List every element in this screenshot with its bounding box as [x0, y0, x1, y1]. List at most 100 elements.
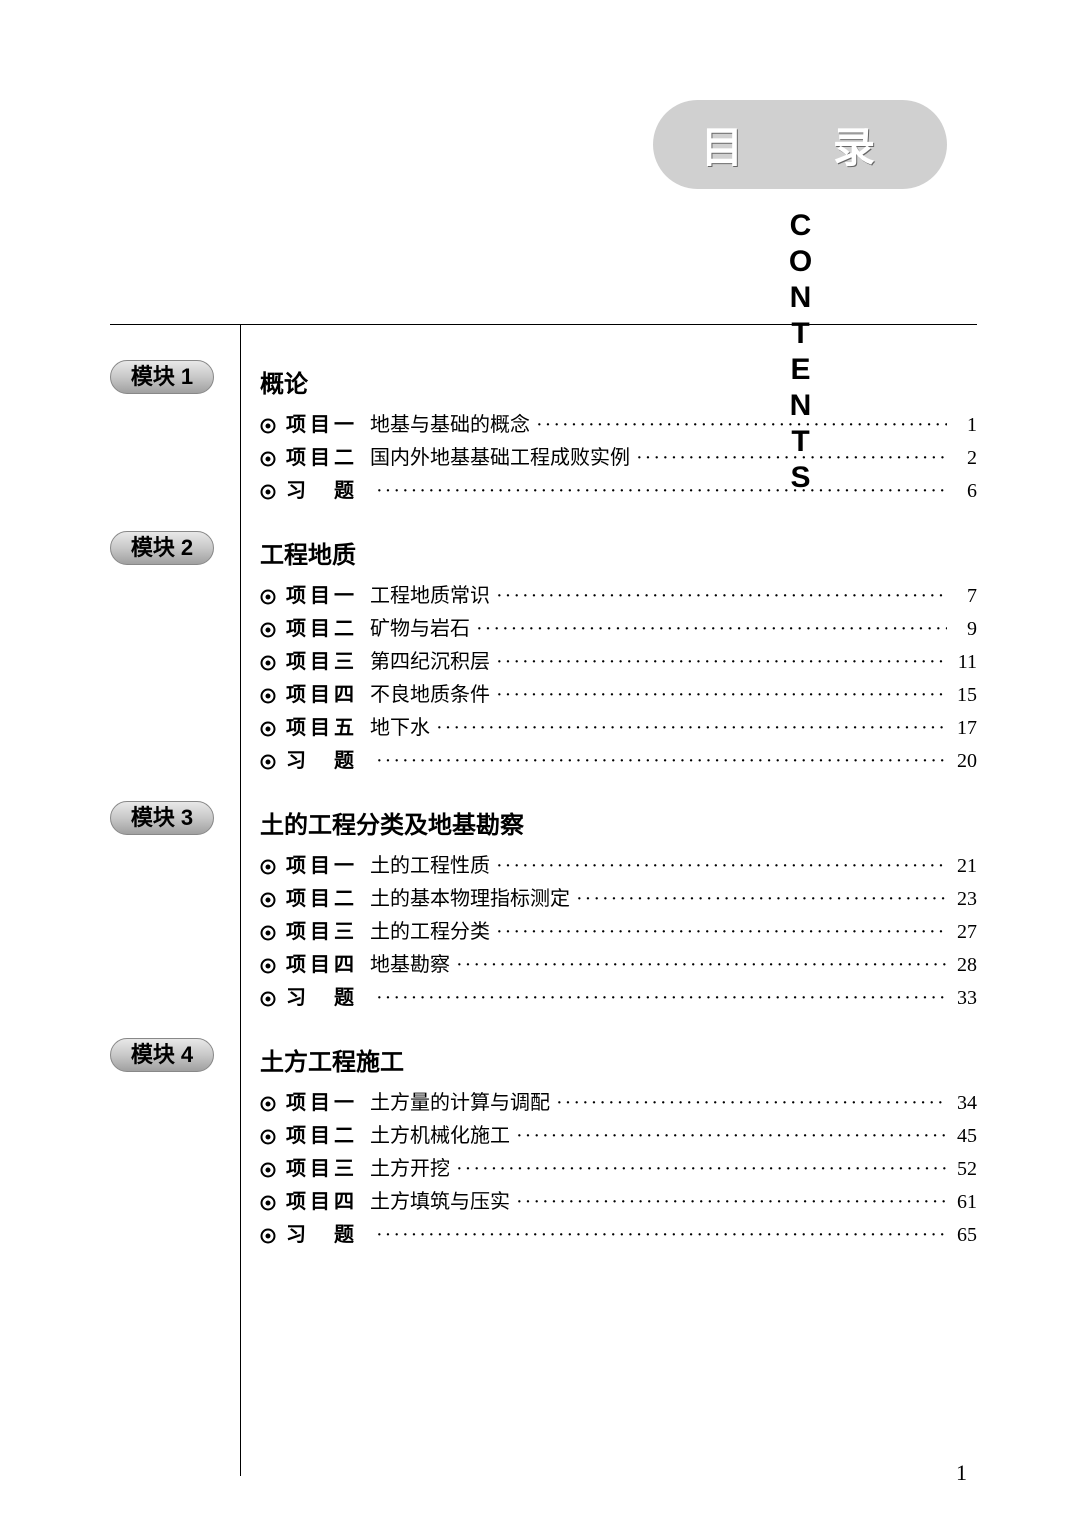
title-badge: 目 录: [653, 100, 947, 189]
entry-title: 土的基本物理指标测定: [370, 882, 570, 911]
toc-entry: 习 题 ·····································…: [260, 1218, 977, 1248]
entry-label: 项目三: [286, 915, 358, 944]
bullet-icon: [260, 925, 276, 941]
entry-page-number: 6: [947, 480, 977, 503]
entry-label: 项目四: [286, 678, 358, 707]
entry-page-number: 15: [947, 684, 977, 707]
module-badge: 模块 4: [110, 1038, 214, 1072]
bullet-icon: [260, 1162, 276, 1178]
toc-entry: 习 题 ·····································…: [260, 744, 977, 774]
section-title: 土的工程分类及地基勘察: [260, 805, 524, 840]
bullet-icon: [260, 991, 276, 1007]
toc-entry: 项目二矿物与岩石································…: [260, 612, 977, 642]
entry-title: 工程地质常识: [370, 579, 490, 608]
entry-page-number: 52: [947, 1158, 977, 1181]
entry-title: 不良地质条件: [370, 678, 490, 707]
bullet-icon: [260, 451, 276, 467]
leader-dots: ········································…: [630, 447, 947, 470]
entry-page-number: 23: [947, 888, 977, 911]
leader-dots: ········································…: [450, 1158, 947, 1181]
toc-entry: 习 题 ·····································…: [260, 474, 977, 504]
entry-title: 矿物与岩石: [370, 612, 470, 641]
entry-page-number: 21: [947, 855, 977, 878]
entry-label: 项目四: [286, 1185, 358, 1214]
entry-label: 项目一: [286, 849, 358, 878]
entry-page-number: 28: [947, 954, 977, 977]
entry-title: 地基与基础的概念: [370, 408, 530, 437]
bullet-icon: [260, 754, 276, 770]
leader-dots: ········································…: [550, 1092, 947, 1115]
leader-dots: ········································…: [510, 1191, 947, 1214]
entry-label: 项目三: [286, 645, 358, 674]
module-badge-column: 模块 1 模块 2 模块 3 模块 4: [110, 324, 230, 1436]
entry-title: 土的工程分类: [370, 915, 490, 944]
entry-label: 项目三: [286, 1152, 358, 1181]
bullet-icon: [260, 1228, 276, 1244]
title-chinese: 目 录: [701, 124, 899, 171]
leader-dots: ········································…: [370, 480, 947, 503]
entry-label: 项目一: [286, 408, 358, 437]
bullet-icon: [260, 721, 276, 737]
entry-label: 项目一: [286, 1086, 358, 1115]
entry-page-number: 11: [947, 651, 977, 674]
entry-title: 土的工程性质: [370, 849, 490, 878]
entry-title: 土方量的计算与调配: [370, 1086, 550, 1115]
entry-title: 土方机械化施工: [370, 1119, 510, 1148]
bullet-icon: [260, 1195, 276, 1211]
toc-entry: 项目二土方机械化施工······························…: [260, 1119, 977, 1149]
entry-label: 习 题: [286, 474, 358, 503]
toc-entry: 项目一土的工程性质·······························…: [260, 849, 977, 879]
bullet-icon: [260, 688, 276, 704]
entry-page-number: 2: [947, 447, 977, 470]
leader-dots: ········································…: [490, 684, 947, 707]
toc-entry: 项目一工程地质常识·······························…: [260, 579, 977, 609]
section-title: 工程地质: [260, 535, 356, 570]
entry-page-number: 34: [947, 1092, 977, 1115]
bullet-icon: [260, 1129, 276, 1145]
leader-dots: ········································…: [570, 888, 947, 911]
bullet-icon: [260, 859, 276, 875]
toc-entry: 项目四土方填筑与压实······························…: [260, 1185, 977, 1215]
section-title: 土方工程施工: [260, 1042, 404, 1077]
toc-entry: 项目三土方开挖·································…: [260, 1152, 977, 1182]
leader-dots: ········································…: [490, 651, 947, 674]
entry-title: 国内外地基基础工程成败实例: [370, 441, 630, 470]
entry-label: 项目一: [286, 579, 358, 608]
module-badge: 模块 1: [110, 360, 214, 394]
bullet-icon: [260, 1096, 276, 1112]
entry-page-number: 9: [947, 618, 977, 641]
module-badge: 模块 3: [110, 801, 214, 835]
leader-dots: ········································…: [370, 1224, 947, 1247]
module-badge: 模块 2: [110, 531, 214, 565]
leader-dots: ········································…: [490, 855, 947, 878]
leader-dots: ········································…: [370, 750, 947, 773]
entry-title: 地下水: [370, 711, 430, 740]
entry-label: 项目二: [286, 1119, 358, 1148]
entry-label: 习 题: [286, 744, 358, 773]
leader-dots: ········································…: [530, 414, 947, 437]
toc-entry: 项目一土方量的计算与调配····························…: [260, 1086, 977, 1116]
entry-title: 土方填筑与压实: [370, 1185, 510, 1214]
leader-dots: ········································…: [490, 921, 947, 944]
leader-dots: ········································…: [490, 585, 947, 608]
leader-dots: ········································…: [470, 618, 947, 641]
leader-dots: ········································…: [370, 987, 947, 1010]
entry-label: 习 题: [286, 1218, 358, 1247]
bullet-icon: [260, 958, 276, 974]
entry-label: 项目五: [286, 711, 358, 740]
toc-entry: 项目四不良地质条件·······························…: [260, 678, 977, 708]
entry-page-number: 33: [947, 987, 977, 1010]
bullet-icon: [260, 655, 276, 671]
entry-label: 项目四: [286, 948, 358, 977]
bullet-icon: [260, 892, 276, 908]
entry-page-number: 17: [947, 717, 977, 740]
entry-title: 土方开挖: [370, 1152, 450, 1181]
footer-page-number: 1: [956, 1460, 967, 1486]
entry-page-number: 7: [947, 585, 977, 608]
entry-title: 第四纪沉积层: [370, 645, 490, 674]
toc-entry: 项目四地基勘察·································…: [260, 948, 977, 978]
entry-label: 习 题: [286, 981, 358, 1010]
toc-entry: 习 题 ·····································…: [260, 981, 977, 1011]
entry-page-number: 1: [947, 414, 977, 437]
entry-label: 项目二: [286, 612, 358, 641]
